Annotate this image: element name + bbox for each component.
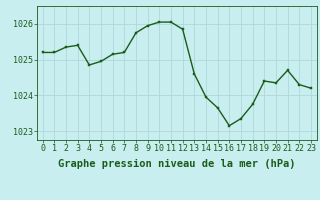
X-axis label: Graphe pression niveau de la mer (hPa): Graphe pression niveau de la mer (hPa) <box>58 159 296 169</box>
